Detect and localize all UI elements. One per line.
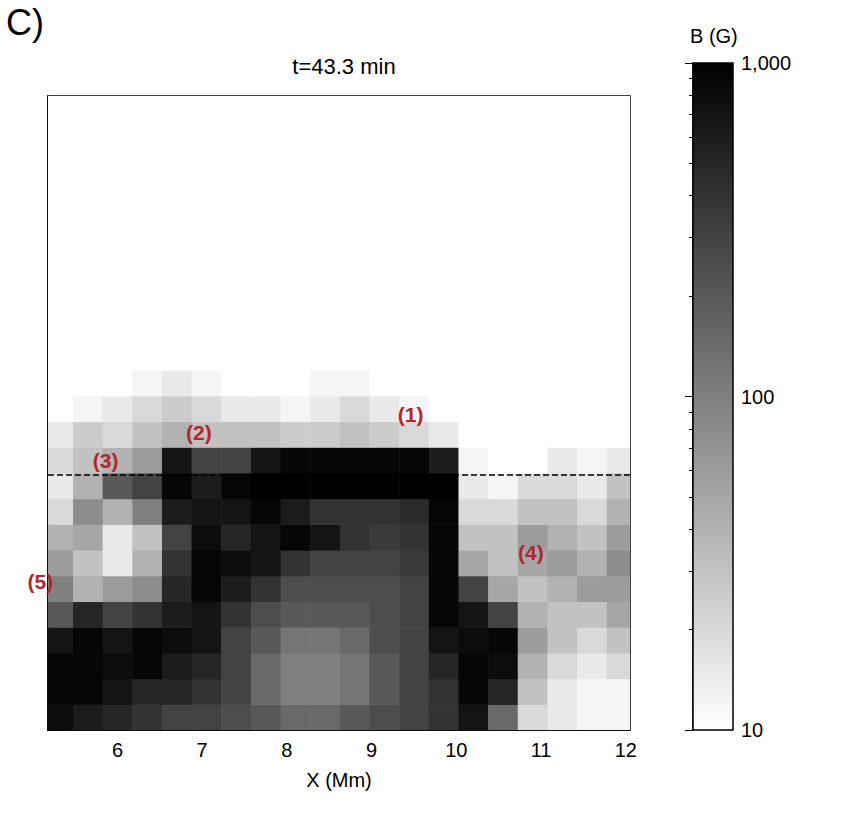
svg-text:1,000: 1,000 [741,52,791,74]
svg-text:100: 100 [741,386,774,408]
svg-text:8: 8 [281,739,292,761]
svg-text:10: 10 [445,739,467,761]
svg-text:X (Mm): X (Mm) [306,769,372,791]
svg-text:(3): (3) [93,449,119,472]
svg-text:(1): (1) [398,403,424,426]
svg-text:(2): (2) [186,421,212,444]
svg-text:10: 10 [741,719,763,741]
svg-text:B (G): B (G) [690,25,738,47]
svg-text:7: 7 [197,739,208,761]
svg-text:(4): (4) [518,541,544,564]
svg-text:C): C) [6,2,44,43]
svg-text:11: 11 [531,739,552,761]
svg-text:(5): (5) [28,570,54,593]
svg-text:9: 9 [366,739,377,761]
svg-text:6: 6 [112,739,123,761]
svg-text:12: 12 [615,739,637,761]
svg-text:t=43.3 min: t=43.3 min [292,54,395,79]
